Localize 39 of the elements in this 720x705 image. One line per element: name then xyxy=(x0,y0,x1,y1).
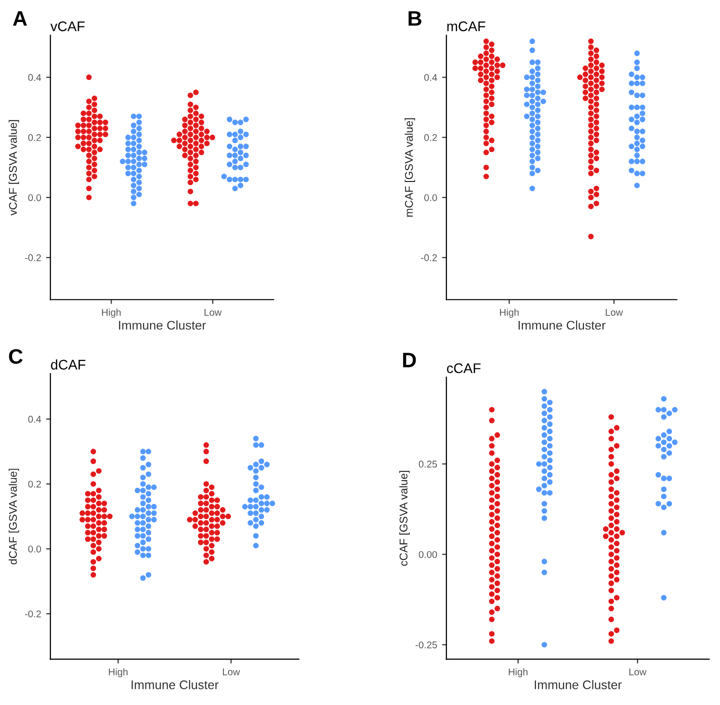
y-tick-label: 0.2 xyxy=(424,134,437,142)
x-axis-title: Immune Cluster xyxy=(132,680,219,690)
x-axis-title: Immune Cluster xyxy=(534,680,622,690)
y-axis-title: mCAF [GSVA value] xyxy=(404,118,416,217)
y-tick-label: 0.0 xyxy=(28,194,41,202)
y-tick-label: 0.4 xyxy=(424,74,438,81)
y-axis-title: cCAF [GSVA value] xyxy=(399,470,410,566)
x-tick-label: Low xyxy=(204,309,222,316)
y-tick-label: 0.4 xyxy=(28,416,42,423)
x-tick-label: High xyxy=(500,308,519,318)
chart-title: mCAF xyxy=(447,21,486,32)
y-tick-label: 0.25 xyxy=(418,460,437,468)
y-tick-label: 0.2 xyxy=(28,480,41,488)
x-axis-title: Immune Cluster xyxy=(119,320,206,330)
x-tick-label: High xyxy=(102,308,121,318)
chart-title: cCAF xyxy=(446,363,481,374)
x-tick-label: High xyxy=(108,668,128,678)
y-tick-label: -0.25 xyxy=(416,641,437,648)
y-tick-label: 0.0 xyxy=(28,546,41,552)
text: A xyxy=(12,11,27,26)
y-tick-label: -0.2 xyxy=(25,610,41,618)
chart-title: dCAF xyxy=(50,359,86,370)
text: C xyxy=(9,349,23,364)
text: D xyxy=(403,352,416,368)
y-tick-label: 0.00 xyxy=(418,551,437,558)
y-tick-label: 0.0 xyxy=(424,194,437,202)
y-tick-label: 0.2 xyxy=(28,134,41,142)
x-tick-label: Low xyxy=(629,668,646,676)
y-axis-title: vCAF [GSVA value] xyxy=(8,120,20,216)
y-tick-label: -0.2 xyxy=(25,254,41,262)
y-tick-label: 0.4 xyxy=(28,74,42,81)
text: B xyxy=(408,11,422,26)
x-tick-label: Low xyxy=(222,668,240,676)
x-tick-label: High xyxy=(508,668,528,678)
x-axis-title: Immune Cluster xyxy=(518,320,606,330)
x-tick-label: Low xyxy=(606,309,623,316)
y-tick-label: -0.2 xyxy=(421,254,437,262)
y-axis-title: dCAF [GSVA value] xyxy=(8,468,20,564)
chart-title: vCAF xyxy=(50,21,85,32)
